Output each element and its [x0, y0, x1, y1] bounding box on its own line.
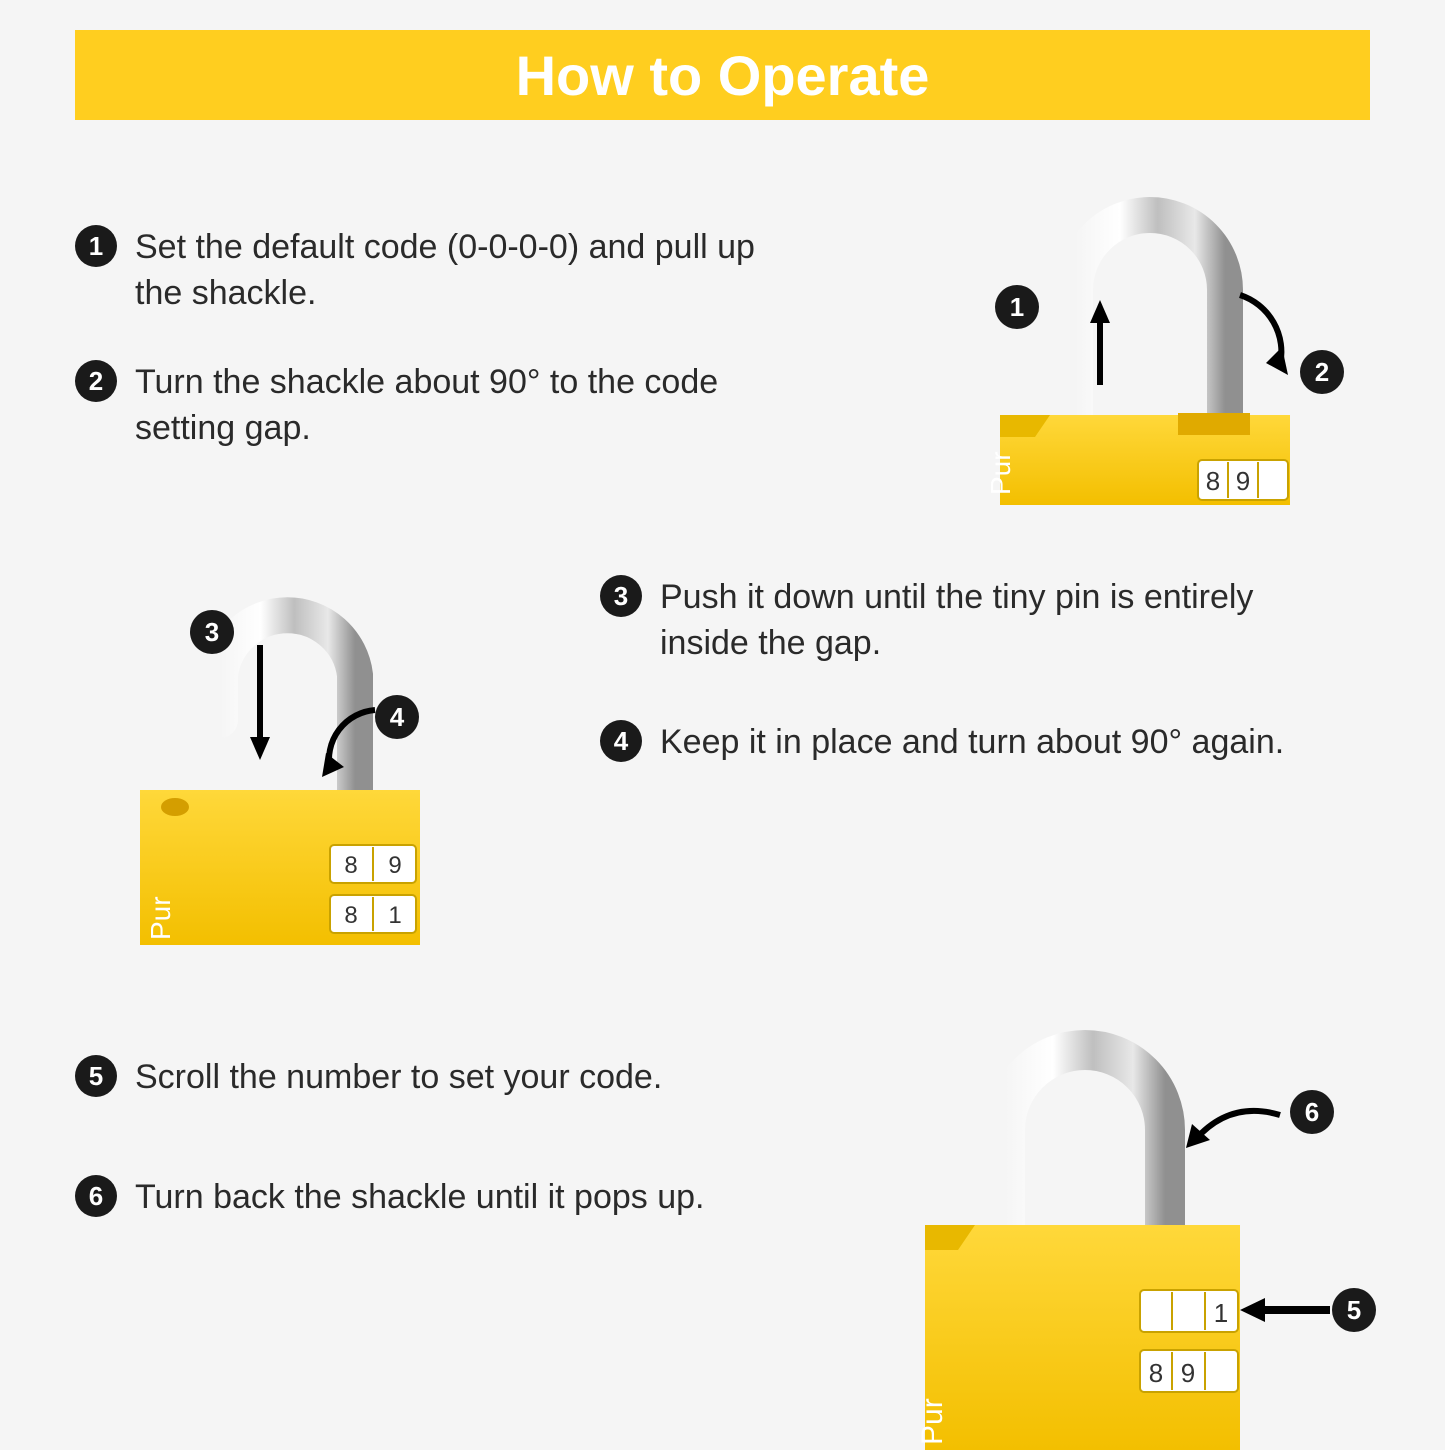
step-num-1: 1 — [75, 225, 117, 267]
step-text-3: Push it down until the tiny pin is entir… — [660, 575, 1300, 667]
step-text-4: Keep it in place and turn about 90° agai… — [660, 720, 1284, 766]
step-text-6: Turn back the shackle until it pops up. — [135, 1175, 705, 1221]
svg-text:8: 8 — [1206, 466, 1220, 496]
step-num-2: 2 — [75, 360, 117, 402]
step-num-4: 4 — [600, 720, 642, 762]
step-text-5: Scroll the number to set your code. — [135, 1055, 662, 1101]
step-num-3: 3 — [600, 575, 642, 617]
step-num-5: 5 — [75, 1055, 117, 1097]
lock-illustration-2: 8 9 8 1 Pur 3 4 — [140, 545, 520, 945]
lock-illustration-1: 8 9 Pur 1 2 — [940, 175, 1360, 505]
callout-2: 2 — [1300, 350, 1344, 394]
svg-text:8: 8 — [1149, 1358, 1163, 1388]
step-1: 1 Set the default code (0-0-0-0) and pul… — [75, 225, 775, 317]
title-bar: How to Operate — [75, 30, 1370, 120]
lock-illustration-3: 1 8 9 Pur 6 5 — [900, 1010, 1380, 1450]
svg-text:Pur: Pur — [985, 451, 1016, 495]
step-3: 3 Push it down until the tiny pin is ent… — [600, 575, 1300, 667]
svg-text:8: 8 — [344, 902, 357, 929]
lock-svg-1: 8 9 Pur — [940, 175, 1360, 505]
step-2: 2 Turn the shackle about 90° to the code… — [75, 360, 775, 452]
step-5: 5 Scroll the number to set your code. — [75, 1055, 662, 1101]
svg-text:9: 9 — [388, 852, 401, 879]
svg-text:9: 9 — [1181, 1358, 1195, 1388]
lock-svg-2: 8 9 8 1 Pur — [140, 545, 520, 945]
svg-text:1: 1 — [1214, 1298, 1228, 1328]
svg-text:9: 9 — [1236, 466, 1250, 496]
step-text-2: Turn the shackle about 90° to the code s… — [135, 360, 775, 452]
svg-text:1: 1 — [388, 902, 401, 929]
page-title: How to Operate — [516, 43, 930, 108]
callout-3: 3 — [190, 610, 234, 654]
callout-1: 1 — [995, 285, 1039, 329]
svg-text:Pur: Pur — [145, 896, 176, 940]
callout-5: 5 — [1332, 1288, 1376, 1332]
svg-text:Pur: Pur — [916, 1398, 949, 1445]
svg-text:8: 8 — [344, 852, 357, 879]
lock-svg-3: 1 8 9 Pur — [900, 1010, 1380, 1450]
step-num-6: 6 — [75, 1175, 117, 1217]
step-6: 6 Turn back the shackle until it pops up… — [75, 1175, 705, 1221]
callout-6: 6 — [1290, 1090, 1334, 1134]
step-4: 4 Keep it in place and turn about 90° ag… — [600, 720, 1284, 766]
step-text-1: Set the default code (0-0-0-0) and pull … — [135, 225, 775, 317]
callout-4: 4 — [375, 695, 419, 739]
